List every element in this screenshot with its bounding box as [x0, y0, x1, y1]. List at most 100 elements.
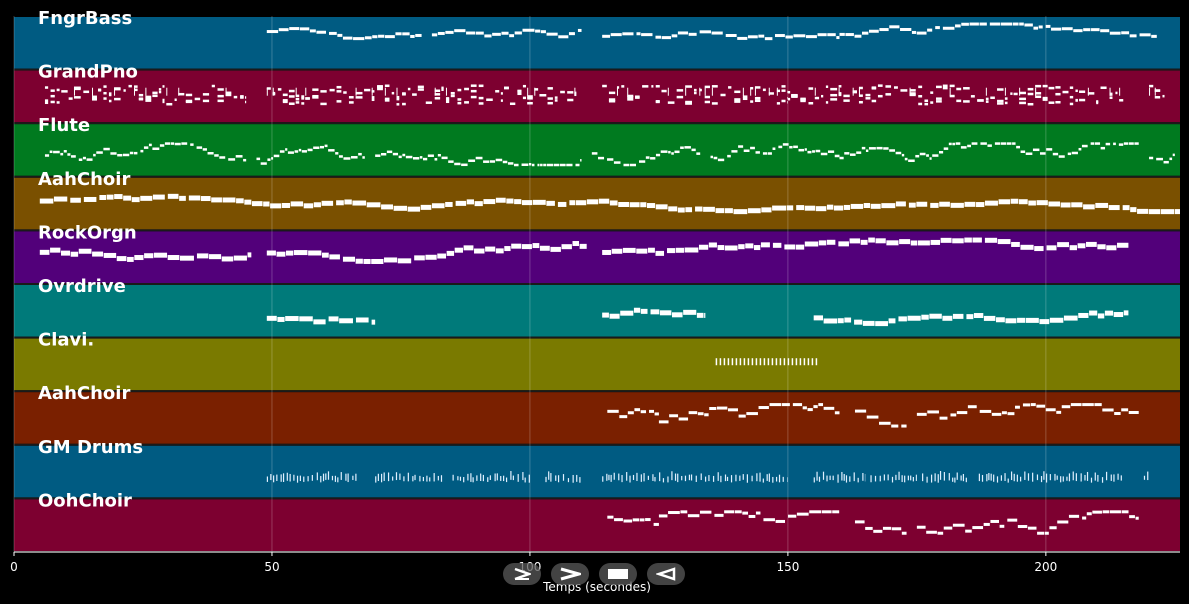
note [640, 474, 642, 482]
note [1004, 87, 1006, 96]
note [1086, 471, 1089, 481]
note [371, 258, 384, 264]
note [1004, 97, 1008, 100]
note [539, 94, 547, 97]
note [881, 203, 896, 209]
note [917, 240, 930, 246]
note [703, 206, 715, 212]
note [1069, 102, 1074, 106]
note [99, 194, 107, 200]
play-button[interactable] [503, 563, 541, 585]
note [781, 85, 786, 88]
note [1075, 89, 1078, 93]
note [86, 158, 93, 161]
note [654, 477, 656, 482]
track-labels: FngrBass GrandPno Flute AahChoir RockOrgn Ovr… [38, 8, 143, 511]
note [874, 475, 877, 482]
note [688, 32, 697, 36]
track-lane [14, 124, 1180, 176]
note [44, 86, 49, 89]
note [103, 252, 117, 258]
note [1069, 86, 1074, 89]
note [766, 474, 768, 481]
note [818, 476, 821, 482]
stop-button[interactable] [599, 563, 637, 585]
note [470, 89, 477, 93]
note [623, 519, 633, 523]
note [965, 529, 972, 533]
note [804, 205, 816, 211]
note [761, 207, 772, 213]
note [823, 318, 838, 324]
note [452, 474, 454, 481]
note [567, 91, 574, 94]
note [308, 250, 322, 256]
note [309, 29, 316, 33]
note [1117, 242, 1129, 248]
note [1095, 202, 1109, 208]
note [1027, 473, 1030, 481]
note [44, 154, 50, 157]
note [900, 27, 912, 31]
note [73, 96, 81, 99]
note [569, 200, 576, 206]
note [1038, 25, 1043, 29]
note [270, 474, 272, 481]
note [417, 85, 424, 89]
note [353, 37, 365, 41]
note [990, 473, 992, 481]
note [280, 474, 282, 482]
note [755, 151, 760, 154]
note [1019, 101, 1026, 105]
note [787, 90, 791, 94]
track-label: OohChoir [38, 490, 132, 511]
note [629, 202, 640, 208]
note [898, 316, 907, 322]
note [312, 96, 319, 99]
note [60, 152, 64, 156]
note [483, 160, 490, 163]
note [984, 237, 998, 243]
note [1118, 143, 1124, 146]
note [454, 247, 463, 253]
track-notes [607, 403, 1139, 428]
note [425, 101, 432, 104]
rewind-button[interactable] [647, 563, 685, 585]
note [768, 87, 770, 96]
track-label: AahChoir [38, 169, 130, 190]
note [1035, 92, 1042, 95]
note [999, 524, 1005, 528]
note [671, 471, 673, 481]
note [772, 242, 782, 248]
note [1089, 310, 1098, 316]
fast-forward-button[interactable] [551, 563, 589, 585]
note [990, 519, 999, 523]
note [691, 148, 696, 152]
note [1169, 157, 1173, 161]
note [816, 471, 818, 481]
note [655, 153, 661, 157]
note [717, 158, 725, 162]
note [61, 250, 71, 256]
note [299, 316, 313, 322]
note [973, 313, 984, 319]
note [461, 163, 468, 167]
note [611, 248, 623, 254]
note [293, 250, 308, 256]
note [1032, 148, 1040, 152]
note [170, 142, 175, 145]
note [865, 97, 871, 100]
note [635, 96, 640, 99]
note [321, 200, 334, 206]
note [371, 96, 375, 99]
note [295, 101, 300, 104]
note [699, 88, 702, 92]
note [727, 154, 731, 158]
note [619, 415, 628, 419]
note [378, 34, 385, 38]
note [44, 101, 49, 105]
note [839, 156, 844, 160]
note [539, 245, 550, 251]
note [1128, 410, 1139, 414]
note [1000, 22, 1013, 26]
